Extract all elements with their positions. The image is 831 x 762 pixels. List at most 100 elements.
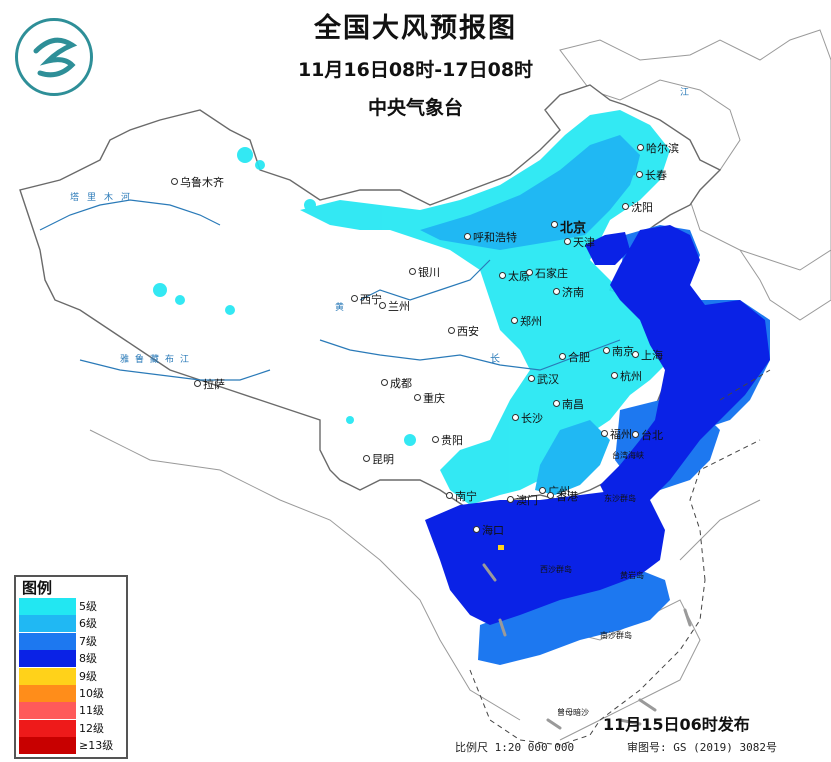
city-marker-icon <box>194 380 201 387</box>
issuer-name: 中央气象台 <box>367 97 463 119</box>
city-label: 台北 <box>641 429 663 442</box>
city-marker-icon <box>414 394 421 401</box>
city-label: 拉萨 <box>203 378 225 391</box>
city-label: 西安 <box>457 325 479 338</box>
legend-title: 图例 <box>22 579 53 597</box>
city-marker-icon <box>632 351 639 358</box>
city-label: 银川 <box>418 266 440 279</box>
city-marker-icon <box>381 379 388 386</box>
legend-swatch <box>19 650 76 668</box>
legend-item: 8级 <box>19 649 119 668</box>
label-river-yarlung: 雅鲁藏布江 <box>120 355 196 365</box>
city-marker-icon <box>351 295 358 302</box>
city-label: 澳门 <box>516 494 538 507</box>
legend-label: 11级 <box>79 704 104 718</box>
city-label: 武汉 <box>537 373 559 386</box>
legend-swatch <box>19 598 76 615</box>
sea-boundary <box>469 369 771 746</box>
legend-label: 9级 <box>79 669 97 683</box>
legend-item: ≥13级 <box>19 736 119 755</box>
city-label: 南昌 <box>562 398 584 411</box>
city-marker-icon <box>432 436 439 443</box>
wind-level-9-spot <box>498 545 504 550</box>
city-marker-icon <box>622 203 629 210</box>
city-marker-icon <box>528 375 535 382</box>
legend-item: 9级 <box>19 667 119 685</box>
label-river-huang: 黄 <box>335 303 345 313</box>
city-marker-icon <box>601 430 608 437</box>
city-label: 兰州 <box>388 300 410 313</box>
legend-label: ≥13级 <box>79 739 114 753</box>
city-marker-icon <box>448 327 455 334</box>
city-label: 西宁 <box>360 293 382 306</box>
city-marker-icon <box>171 178 178 185</box>
legend-item: 12级 <box>19 719 119 737</box>
city-marker-icon <box>409 268 416 275</box>
islands <box>482 563 692 730</box>
city-marker-icon <box>547 492 554 499</box>
city-marker-icon <box>526 269 533 276</box>
city-marker-icon <box>564 238 571 245</box>
city-label: 乌鲁木齐 <box>180 176 224 189</box>
city-label: 海口 <box>482 524 504 537</box>
legend-swatch <box>19 702 76 720</box>
city-label: 成都 <box>390 377 412 390</box>
city-label: 呼和浩特 <box>473 231 517 244</box>
city-marker-icon <box>379 302 386 309</box>
city-marker-icon <box>603 347 610 354</box>
city-marker-icon <box>512 414 519 421</box>
city-marker-icon <box>553 400 560 407</box>
city-marker-icon <box>553 288 560 295</box>
legend-swatch <box>19 719 76 737</box>
wind-level-8-area <box>425 225 770 625</box>
city-label: 贵阳 <box>441 434 463 447</box>
city-label: 郑州 <box>520 315 542 328</box>
legend-label: 12级 <box>79 721 104 735</box>
map-approval-number: 审图号: GS (2019) 3082号 <box>627 741 777 754</box>
city-marker-icon <box>507 496 514 503</box>
city-label: 天津 <box>573 236 595 249</box>
legend-label: 10级 <box>79 687 104 700</box>
forecast-period: 11月16日08时-17日08时 <box>297 59 534 81</box>
city-label: 香港 <box>556 490 578 503</box>
city-label: 石家庄 <box>535 267 568 280</box>
legend-item: 7级 <box>19 632 119 650</box>
city-marker-icon <box>551 221 558 228</box>
city-marker-icon <box>464 233 471 240</box>
city-label: 北京 <box>560 221 587 236</box>
city-marker-icon <box>559 353 566 360</box>
city-label: 南京 <box>612 345 634 358</box>
city-label: 长沙 <box>521 412 543 425</box>
label-heilongjiang: 江 <box>680 88 690 98</box>
legend-swatch <box>19 615 76 633</box>
city-label: 太原 <box>508 270 530 283</box>
label-dongsha: 东沙群岛 <box>604 494 636 503</box>
label-huangyan: 黄岩岛 <box>620 571 644 580</box>
legend-label: 7级 <box>79 634 97 648</box>
cma-logo-icon <box>15 18 93 96</box>
city-label: 哈尔滨 <box>646 142 679 155</box>
city-label: 上海 <box>641 349 663 362</box>
city-marker-icon <box>499 272 506 279</box>
city-marker-icon <box>636 171 643 178</box>
label-river-tarim: 塔里木河 <box>70 193 139 203</box>
city-marker-icon <box>632 431 639 438</box>
city-label: 昆明 <box>372 453 394 466</box>
city-marker-icon <box>539 487 546 494</box>
wind-level-6-area <box>420 135 640 495</box>
legend-item: 11级 <box>19 701 119 720</box>
city-marker-icon <box>611 372 618 379</box>
legend-swatch <box>19 667 76 685</box>
city-marker-icon <box>511 317 518 324</box>
legend-item: 5级 <box>19 597 119 615</box>
legend: 图例 5级 6级 7级 8级 9级 10级 11级 12级 ≥13级 <box>14 575 128 759</box>
rivers <box>39 199 621 381</box>
city-label: 沈阳 <box>631 201 653 214</box>
city-label: 福州 <box>610 428 632 441</box>
city-marker-icon <box>637 144 644 151</box>
map-title: 全国大风预报图 <box>314 13 517 44</box>
legend-swatch <box>19 737 76 755</box>
city-label: 杭州 <box>620 370 642 383</box>
legend-label: 6级 <box>79 617 97 631</box>
